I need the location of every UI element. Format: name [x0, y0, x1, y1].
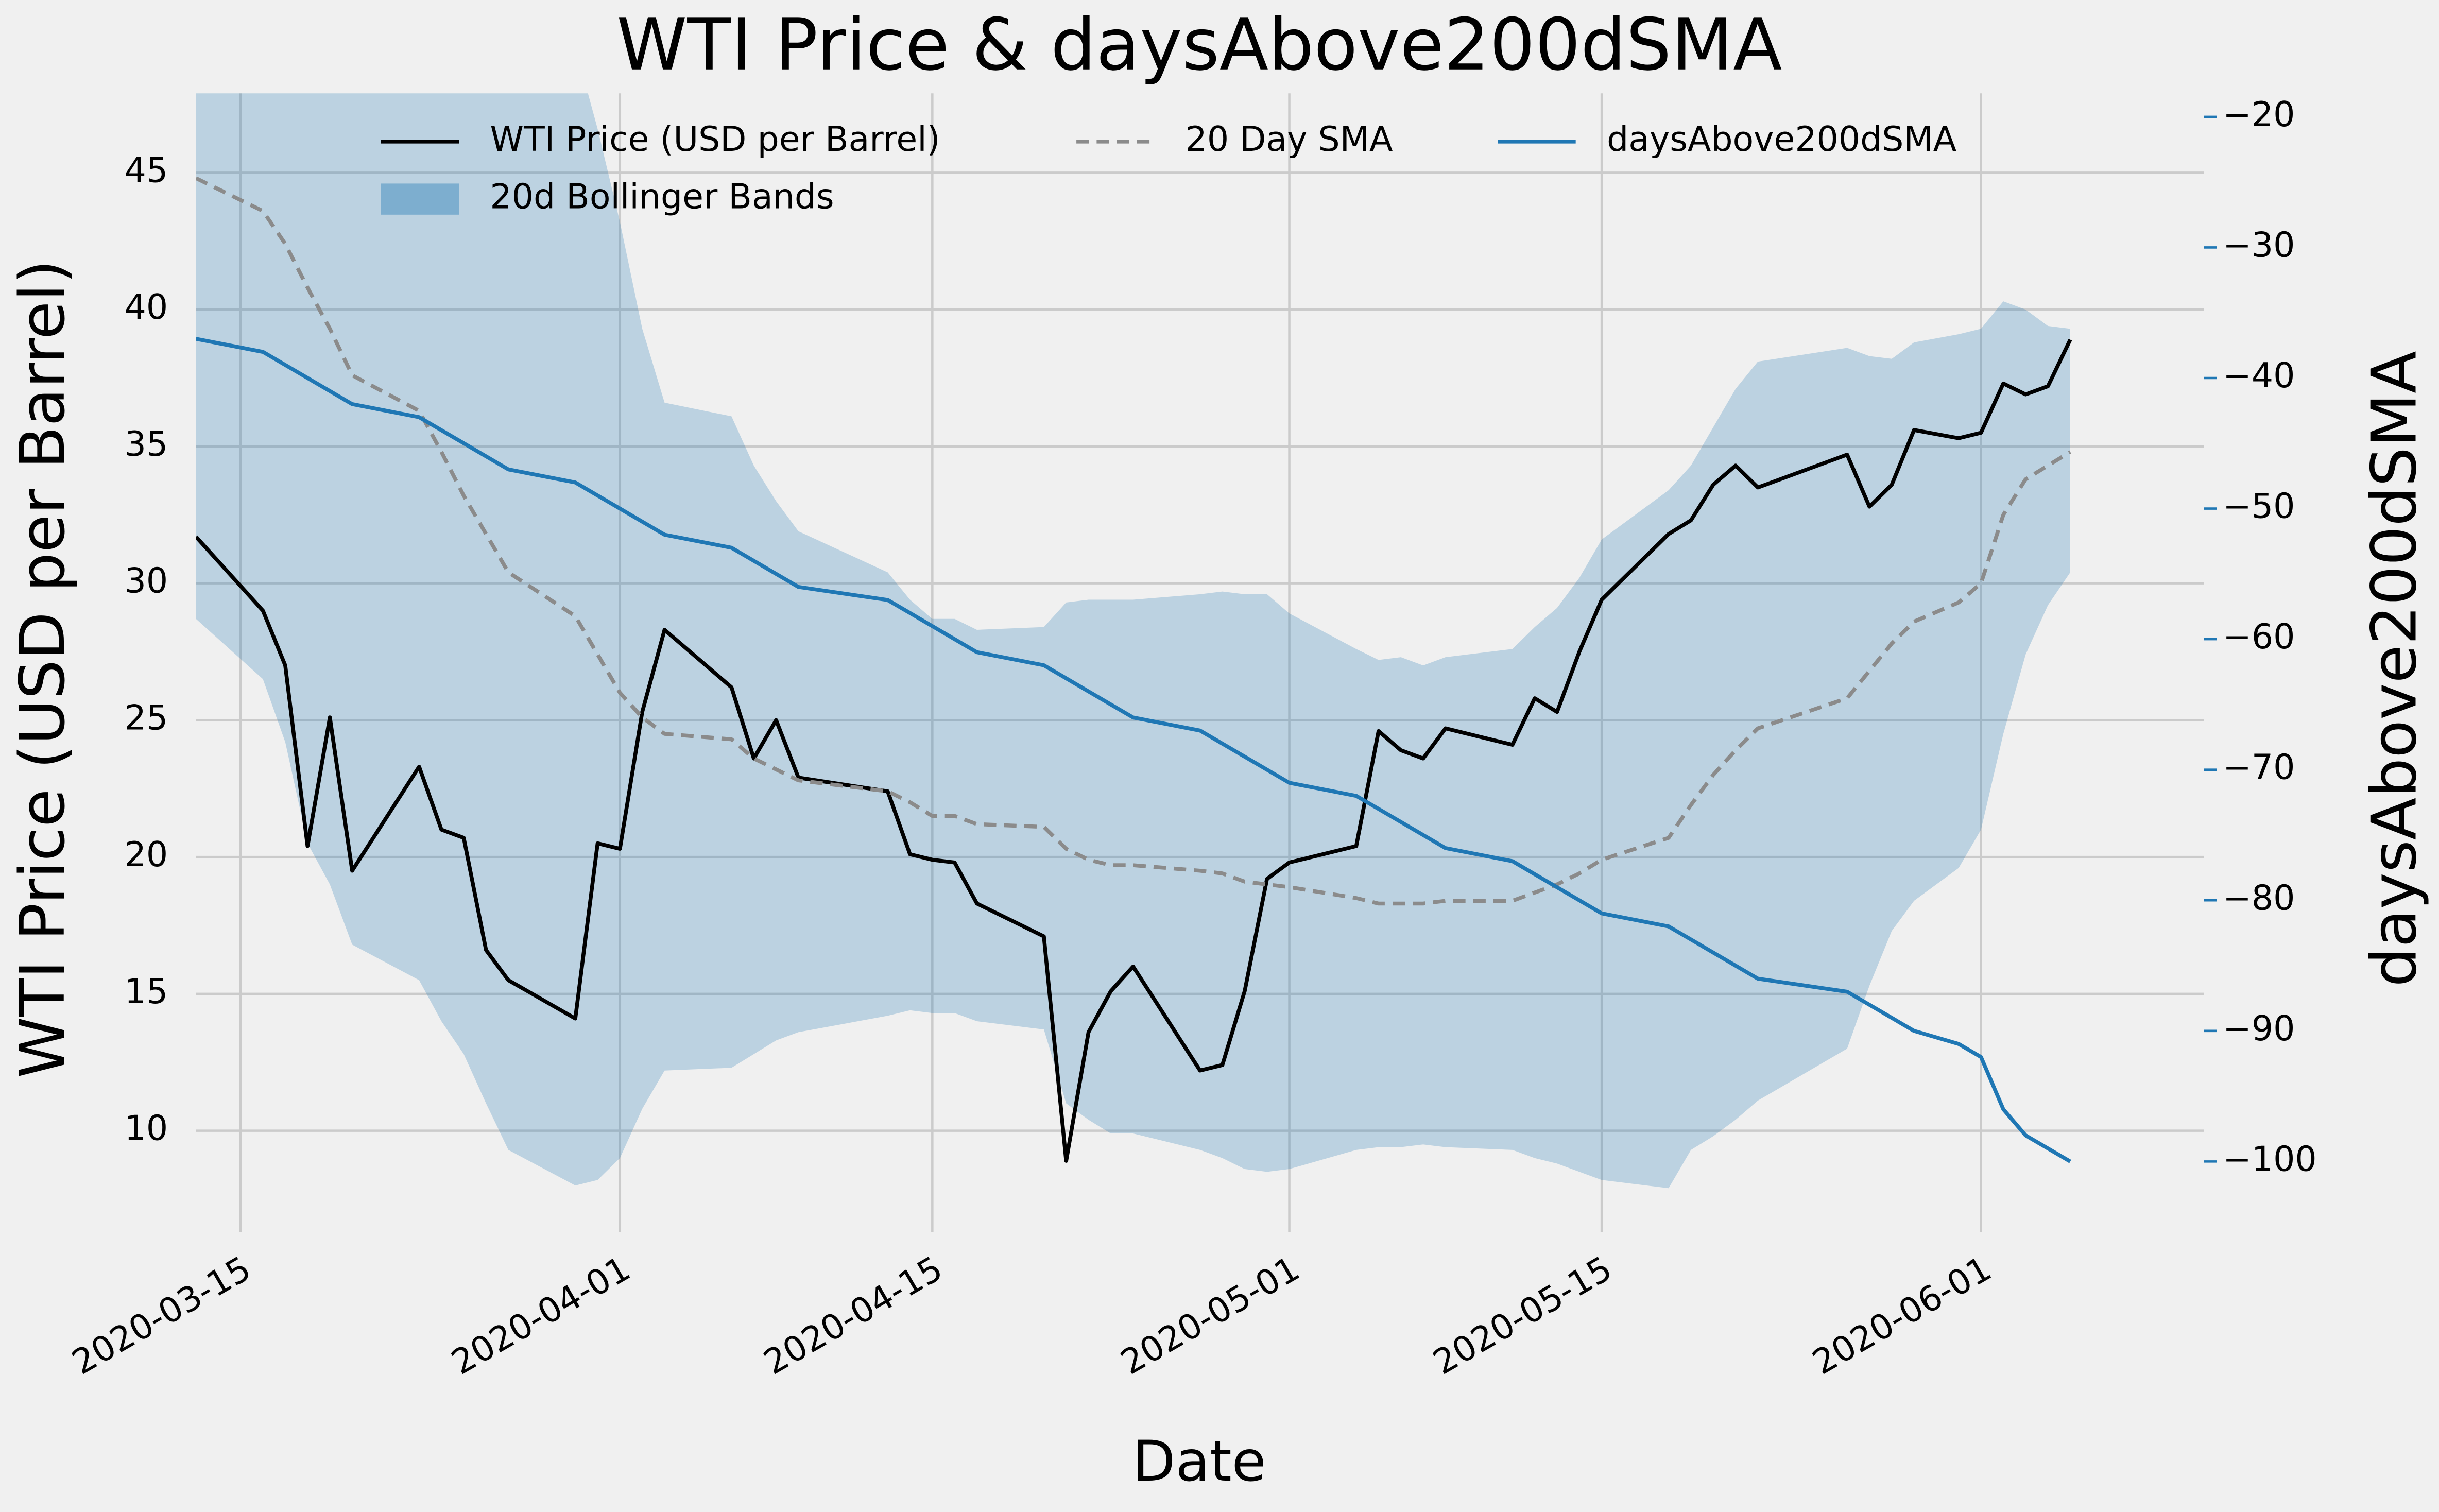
- y-tick-label: 15: [125, 971, 168, 1011]
- chart-title: WTI Price & daysAbove200dSMA: [616, 3, 1782, 87]
- y-tick-label: 25: [125, 697, 168, 737]
- legend-label: daysAbove200dSMA: [1607, 119, 1956, 159]
- y-axis-label: WTI Price (USD per Barrel): [7, 260, 79, 1078]
- y2-tick-label: −20: [2223, 94, 2295, 134]
- y2-axis-label: daysAbove200dSMA: [2359, 351, 2431, 987]
- y2-tick-label: −30: [2223, 225, 2295, 265]
- legend-label: WTI Price (USD per Barrel): [490, 119, 940, 159]
- legend: WTI Price (USD per Barrel) 20 Day SMA days…: [381, 119, 1956, 217]
- y2-tick-label: −80: [2223, 878, 2295, 918]
- x-axis-label: Date: [1132, 1429, 1266, 1494]
- y2-tick-label: −90: [2223, 1008, 2295, 1049]
- line: [196, 337, 2071, 1163]
- legend-label: 20d Bollinger Bands: [490, 177, 834, 217]
- plot-area: [196, 93, 2072, 1189]
- legend-label: 20 Day SMA: [1186, 119, 1393, 159]
- y-tick-label: 30: [125, 561, 168, 601]
- y-tick-label: 20: [125, 834, 168, 874]
- legend-swatch: [381, 183, 459, 215]
- line: [196, 338, 2072, 1163]
- y-tick-label: 35: [125, 424, 168, 464]
- y-tick-label: 10: [125, 1108, 168, 1148]
- grid: [196, 93, 2204, 1232]
- line: [196, 176, 2071, 906]
- y-tick-label: 45: [125, 150, 168, 190]
- y2-tick-label: −50: [2223, 486, 2295, 526]
- y2-tick-label: −40: [2223, 355, 2295, 396]
- y2-tick-label: −100: [2223, 1139, 2316, 1179]
- y2-tick-label: −70: [2223, 747, 2295, 787]
- y2-tick-label: −60: [2223, 616, 2295, 657]
- y-tick-label: 40: [125, 287, 168, 327]
